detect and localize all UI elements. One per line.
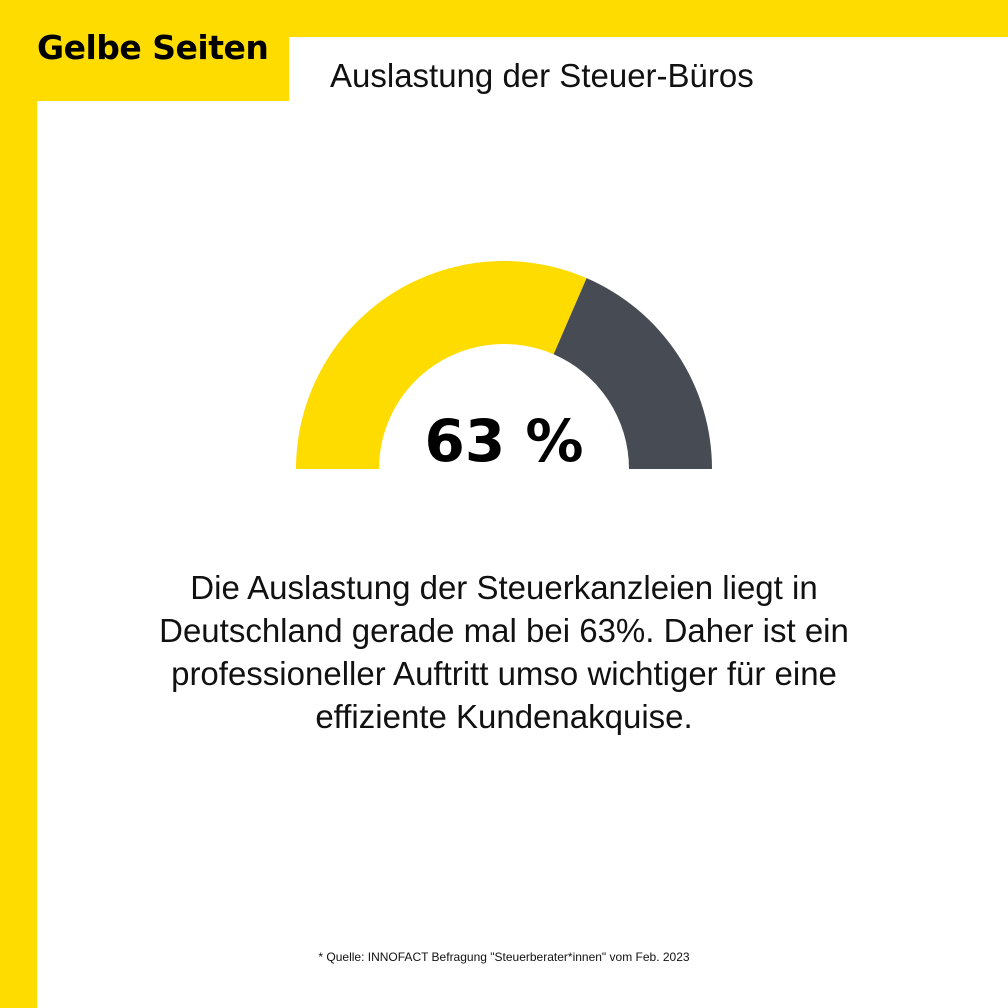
frame-left-bar — [0, 0, 37, 1008]
page-title: Auslastung der Steuer-Büros — [330, 57, 754, 94]
source-footnote: * Quelle: INNOFACT Befragung "Steuerbera… — [318, 950, 690, 964]
body-text: Die Auslastung der Steuerkanzleien liegt… — [159, 569, 849, 735]
gauge-segment-filled — [296, 261, 587, 469]
gauge-chart — [290, 255, 718, 477]
gauge-value-label: 63 % — [424, 407, 584, 475]
gauge-segment-remaining — [553, 278, 712, 469]
brand-block — [0, 0, 289, 101]
gauge-svg — [296, 261, 712, 469]
brand-logo: Gelbe Seiten — [37, 28, 269, 67]
